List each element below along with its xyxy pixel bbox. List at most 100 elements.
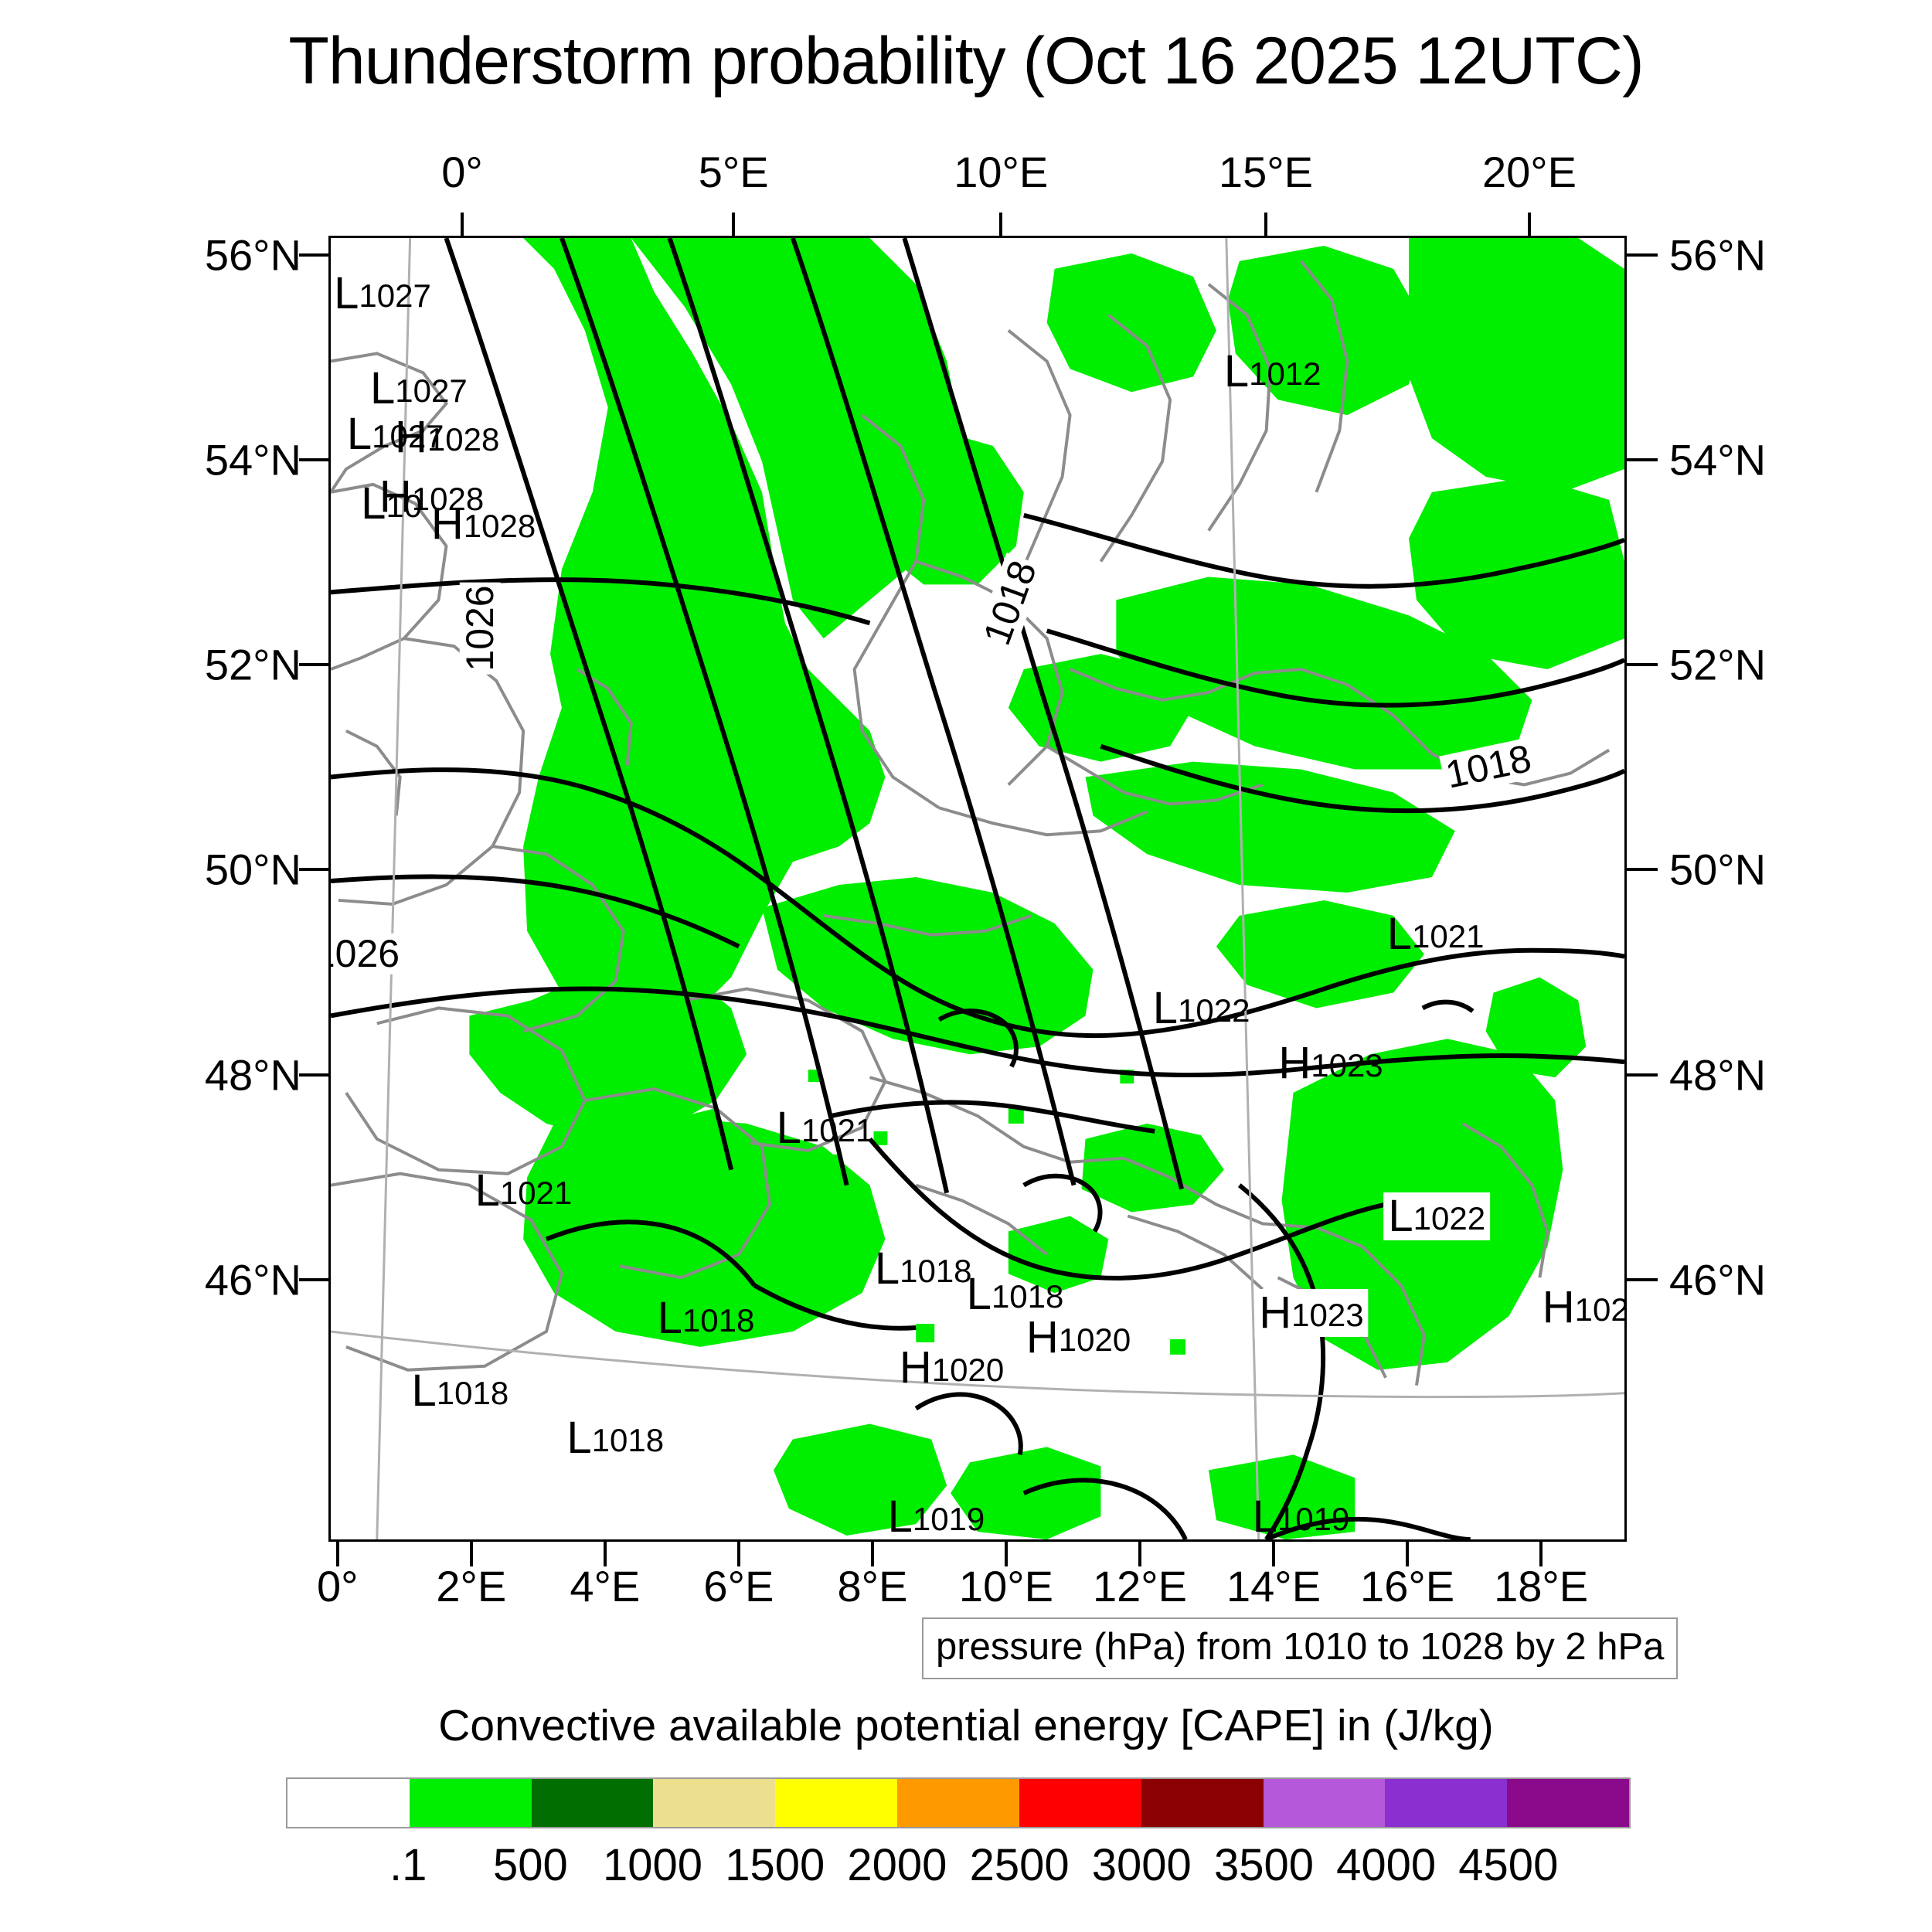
lat-label-left-4: 48°N: [204, 1050, 301, 1100]
colorbar-segment-3[interactable]: [653, 1779, 776, 1827]
lat-tick-right-5: [1627, 1278, 1658, 1282]
pressure-centre-value: 1018: [591, 1421, 665, 1458]
lon-label-bottom-7: 14°E: [1226, 1562, 1321, 1611]
pressure-centre-value: 1023: [1311, 1046, 1383, 1083]
pressure-centre-value: 1027: [395, 372, 468, 410]
colorbar-segment-5[interactable]: [897, 1779, 1019, 1827]
colorbar-tick-2: 1000: [603, 1840, 703, 1890]
colorbar-segment-8[interactable]: [1263, 1779, 1386, 1827]
pressure-centre-l-9: L1022: [1152, 982, 1250, 1033]
pressure-centre-l-2: L1027: [347, 412, 444, 457]
pressure-centre-type: L: [874, 1243, 900, 1294]
pressure-centre-type: H: [899, 1342, 932, 1393]
pressure-centre-type: L: [1223, 346, 1250, 397]
colorbar-segment-7[interactable]: [1141, 1779, 1264, 1827]
colorbar[interactable]: [286, 1777, 1631, 1828]
colorbar-segment-6[interactable]: [1019, 1779, 1141, 1827]
pressure-centre-type: L: [1152, 982, 1179, 1033]
pressure-centre-l-21: L1018: [412, 1369, 509, 1413]
pressure-centre-type: L: [887, 1492, 913, 1542]
pressure-centre-value: 1018: [991, 1278, 1064, 1315]
lon-tick-bottom-0: [335, 1542, 339, 1566]
graticule-layer: [331, 238, 1624, 1539]
lat-tick-right-4: [1627, 1073, 1658, 1077]
pressure-centre-type: L: [361, 478, 386, 529]
lon-label-top-3: 15°E: [1218, 148, 1313, 196]
colorbar-tick-5: 2500: [969, 1840, 1070, 1890]
pressure-centre-l-0: L1027: [334, 271, 431, 316]
pressure-centre-type: L: [776, 1102, 801, 1153]
pressure-centre-value: 1021: [499, 1174, 573, 1211]
map-canvas: [331, 238, 1624, 1539]
page-title: Thunderstorm probability (Oct 16 2025 12…: [288, 24, 1644, 98]
colorbar-segment-9[interactable]: [1385, 1779, 1508, 1827]
pressure-centre-l-14: L1018: [875, 1246, 972, 1291]
pressure-centre-value: 1019: [912, 1501, 985, 1538]
lat-label-right-3: 50°N: [1669, 845, 1767, 894]
pressure-centre-type: L: [369, 363, 396, 414]
lon-tick-top-2: [999, 213, 1003, 236]
pressure-centre-l-16: L1018: [658, 1295, 755, 1341]
map-panel[interactable]: 1026102610181018 L1027L1027L1027H1028L10…: [328, 236, 1627, 1542]
lon-label-bottom-2: 4°E: [570, 1562, 641, 1611]
colorbar-segment-2[interactable]: [531, 1779, 654, 1827]
lat-label-right-0: 56°N: [1669, 230, 1767, 279]
lon-label-top-2: 10°E: [954, 148, 1049, 196]
pressure-centre-l-24: L1019: [1253, 1495, 1350, 1539]
lat-label-left-3: 50°N: [204, 845, 301, 894]
colorbar-tick-0: .1: [389, 1840, 427, 1890]
pressure-centre-h-18: H102: [1542, 1282, 1627, 1333]
pressure-centre-type: H: [1259, 1287, 1292, 1338]
pressure-centre-type: H: [430, 498, 464, 549]
colorbar-segment-4[interactable]: [775, 1779, 898, 1827]
pressure-centre-h-3: H1028: [395, 414, 500, 460]
colorbar-tick-8: 4000: [1336, 1840, 1437, 1890]
pressure-centre-value: 1020: [931, 1351, 1005, 1388]
lat-tick-left-2: [299, 663, 328, 667]
pressure-centre-h-17: H1023: [1254, 1287, 1369, 1338]
lat-label-right-4: 48°N: [1669, 1050, 1767, 1100]
pressure-centre-h-20: H1020: [900, 1345, 1004, 1390]
colorbar-segment-10[interactable]: [1507, 1779, 1629, 1827]
colorbar-segment-1[interactable]: [409, 1779, 532, 1827]
pressure-centre-l-7: L1012: [1224, 349, 1321, 394]
pressure-centre-h-10: H1023: [1278, 1040, 1383, 1086]
lat-tick-right-3: [1627, 868, 1658, 872]
pressure-centre-value: 1012: [1249, 355, 1321, 393]
pressure-centre-value: 1018: [682, 1301, 755, 1338]
lat-tick-left-1: [299, 457, 328, 461]
pressure-centre-value: 1019: [1277, 1501, 1350, 1538]
pressure-centre-type: L: [1252, 1492, 1277, 1542]
lon-label-top-0: 0°: [441, 148, 483, 196]
pressure-centre-type: L: [411, 1366, 437, 1417]
lat-label-right-2: 52°N: [1669, 640, 1767, 689]
pressure-centre-value: 1022: [1178, 992, 1250, 1029]
lon-label-bottom-0: 0°: [316, 1562, 359, 1611]
pressure-centre-type: L: [566, 1412, 592, 1463]
lat-tick-right-1: [1627, 457, 1658, 461]
lon-tick-bottom-4: [870, 1542, 874, 1566]
pressure-centre-type: L: [346, 409, 372, 460]
lon-label-bottom-4: 8°E: [837, 1562, 908, 1611]
pressure-centre-type: H: [1542, 1282, 1575, 1333]
pressure-centre-value: 1021: [1412, 917, 1485, 954]
pressure-centre-value: 1028: [411, 481, 485, 518]
pressure-centre-l-15: L1018: [967, 1272, 1064, 1317]
pressure-centre-l-12: L1021: [475, 1168, 573, 1213]
pressure-centre-value: 1018: [900, 1252, 972, 1289]
pressure-centre-h-6: H1028: [431, 502, 536, 546]
lat-tick-left-5: [299, 1278, 328, 1282]
lat-tick-right-2: [1627, 663, 1658, 667]
pressure-centre-type: L: [1388, 1191, 1413, 1242]
lat-label-right-1: 54°N: [1669, 435, 1767, 485]
isobar-label-1026-1: 1026: [331, 934, 403, 975]
colorbar-tick-7: 3500: [1213, 1840, 1314, 1890]
pressure-centre-l-4: L10: [361, 481, 422, 526]
pressure-centre-value: 102: [1574, 1291, 1627, 1328]
pressure-centre-value: 1027: [359, 277, 431, 315]
colorbar-title: Convective available potential energy [C…: [438, 1701, 1494, 1750]
pressure-centre-value: 1028: [427, 420, 500, 457]
pressure-centre-l-13: L1022: [1383, 1191, 1491, 1242]
colorbar-segment-0[interactable]: [287, 1779, 410, 1827]
